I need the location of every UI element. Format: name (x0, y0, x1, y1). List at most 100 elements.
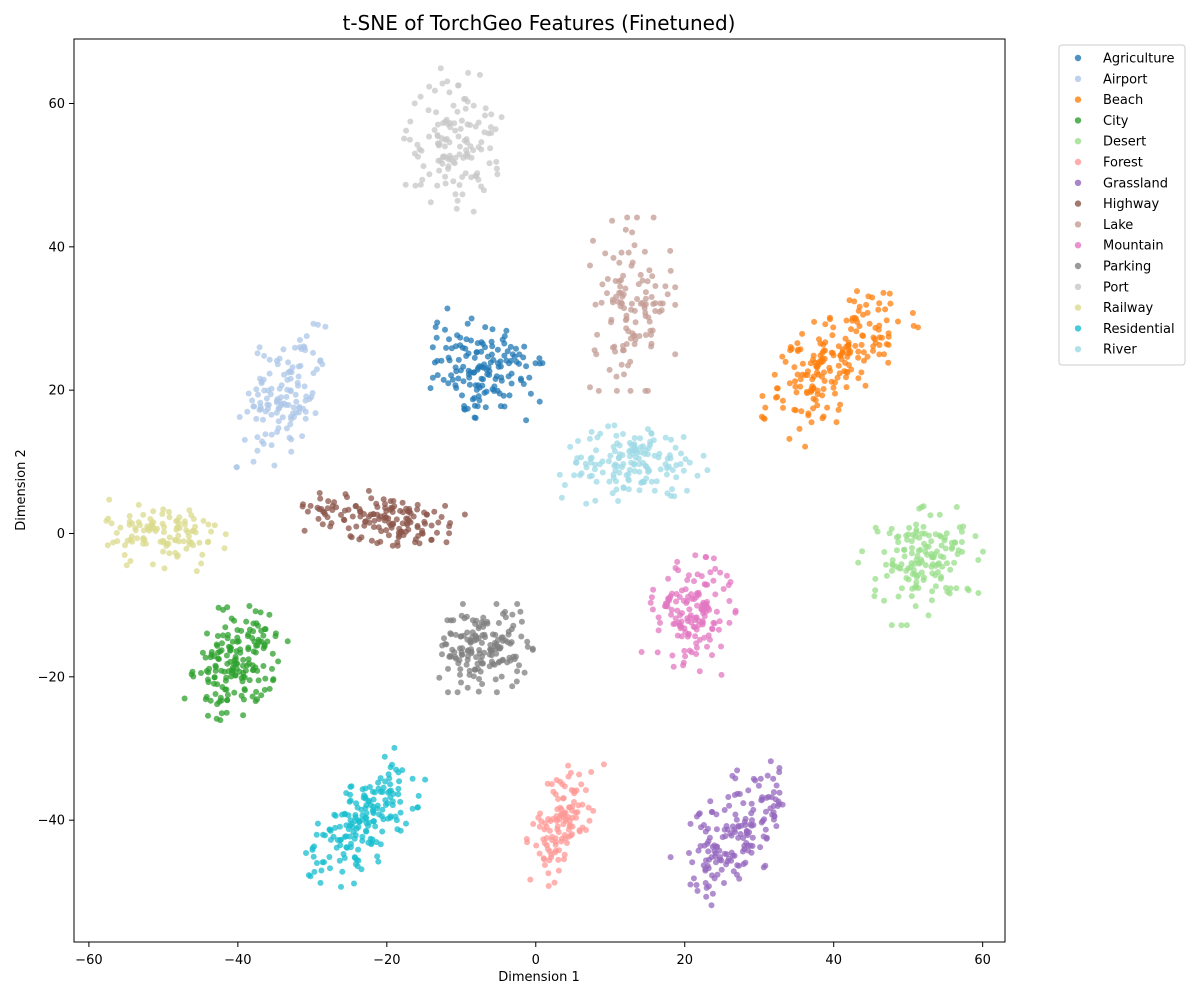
data-point (253, 415, 260, 422)
data-point (223, 674, 230, 681)
data-point (854, 288, 860, 295)
data-point (311, 868, 318, 875)
data-point (510, 622, 517, 629)
data-point (708, 902, 715, 909)
data-point (703, 554, 710, 561)
data-point (333, 504, 340, 511)
data-point (614, 463, 621, 470)
legend-marker (1074, 54, 1082, 62)
data-point (433, 334, 440, 341)
data-point (750, 806, 757, 813)
data-point (432, 324, 439, 330)
series-desert (855, 503, 986, 629)
data-point (368, 495, 375, 502)
data-point (126, 513, 133, 519)
data-point (545, 816, 552, 822)
data-point (972, 533, 979, 540)
data-point (655, 614, 662, 621)
data-point (498, 374, 505, 381)
data-point (689, 595, 695, 602)
data-point (704, 467, 711, 474)
data-point (771, 371, 778, 378)
data-point (272, 630, 279, 637)
data-point (518, 618, 525, 625)
data-point (375, 779, 382, 786)
data-point (474, 665, 481, 672)
data-point (307, 502, 314, 509)
data-point (287, 388, 294, 395)
data-point (434, 121, 441, 128)
data-point (459, 601, 466, 607)
legend-item: Agriculture (1074, 52, 1175, 67)
data-point (458, 612, 465, 619)
data-point (382, 797, 389, 804)
data-point (762, 826, 769, 833)
data-point (212, 691, 219, 697)
data-point (479, 632, 486, 639)
x-tick-label: 20 (676, 953, 693, 968)
data-point (677, 461, 684, 467)
data-point (578, 781, 585, 788)
data-point (301, 527, 308, 534)
data-point (385, 815, 391, 822)
data-point (318, 867, 325, 874)
data-point (261, 352, 268, 359)
series-highway (299, 487, 468, 549)
data-point (390, 790, 397, 797)
data-point (309, 846, 316, 853)
data-point (220, 632, 226, 639)
data-point (672, 284, 679, 291)
data-point (606, 366, 613, 373)
data-point (475, 625, 482, 632)
data-point (450, 178, 457, 185)
data-point (344, 494, 350, 501)
data-point (672, 620, 679, 627)
data-point (445, 665, 451, 672)
data-point (443, 641, 450, 648)
data-point (374, 504, 381, 510)
data-point (668, 611, 675, 618)
data-point (667, 593, 674, 600)
data-point (623, 325, 630, 332)
data-point (567, 769, 574, 776)
data-point (782, 358, 789, 365)
data-point (165, 540, 172, 547)
data-point (466, 374, 473, 381)
data-point (336, 823, 343, 830)
data-point (257, 399, 264, 406)
data-point (339, 811, 345, 818)
legend-label: Beach (1103, 93, 1143, 108)
data-point (908, 550, 915, 557)
data-point (441, 143, 448, 150)
data-point (594, 434, 601, 441)
data-point (938, 542, 945, 549)
data-point (403, 515, 410, 522)
data-point (641, 248, 648, 255)
x-axis: −60 −40 −20 0 20 40 60 (75, 942, 991, 968)
data-point (412, 182, 419, 189)
plot-area-frame (73, 38, 1006, 943)
data-point (417, 181, 424, 188)
data-point (750, 822, 757, 828)
data-point (429, 374, 436, 381)
data-point (268, 431, 275, 438)
data-point (493, 165, 500, 172)
data-point (520, 381, 527, 387)
legend-item: Beach (1074, 93, 1143, 108)
data-point (314, 820, 321, 827)
data-point (644, 387, 651, 394)
data-point (711, 842, 718, 849)
data-point (855, 307, 862, 314)
data-point (920, 503, 927, 510)
data-point (466, 381, 473, 388)
data-point (186, 507, 193, 514)
data-point (443, 344, 450, 351)
data-point (855, 354, 862, 361)
points-layer (103, 65, 986, 909)
data-point (571, 799, 577, 805)
data-point (732, 607, 739, 614)
data-point (843, 374, 849, 381)
data-point (322, 323, 329, 330)
data-point (631, 461, 638, 468)
data-point (461, 96, 467, 102)
